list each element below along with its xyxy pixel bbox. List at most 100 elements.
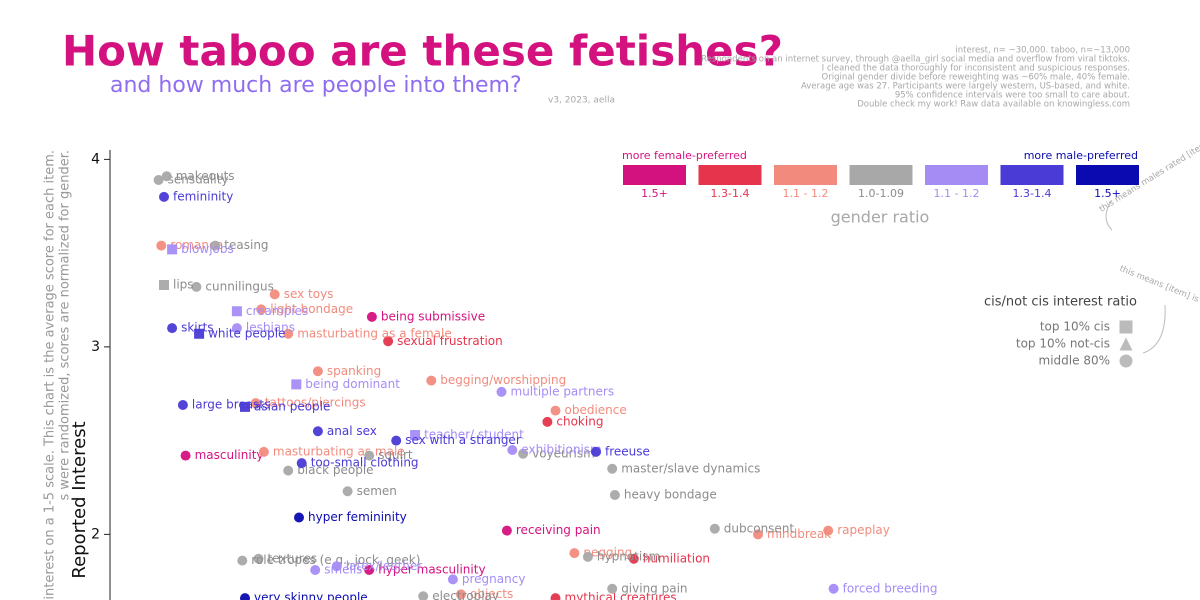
point [569, 548, 580, 559]
point-label: sex toys [284, 287, 334, 301]
point-label: sensuality [168, 173, 229, 187]
point-label: pegging [583, 546, 632, 560]
point [456, 589, 466, 600]
note: interest, n= ~30,000. taboo, n=~13,000 [955, 46, 1130, 56]
point-label: makeouts [176, 169, 235, 183]
point-label: too-small clothing [311, 456, 419, 470]
point-label: latex/leather [346, 559, 422, 573]
note: Double check my work! Raw data available… [857, 100, 1130, 110]
y-axis-label: Reported Interest [69, 421, 90, 578]
point [383, 336, 394, 347]
shape-legend-label: top 10% cis [1040, 320, 1110, 334]
y-note: s were randomized, scores are normalized… [58, 150, 73, 501]
point-label: semen [357, 484, 397, 498]
point [312, 426, 323, 437]
point [253, 553, 264, 564]
point [366, 311, 377, 322]
point [294, 512, 304, 523]
point [177, 400, 188, 410]
legend-title: gender ratio [831, 208, 930, 227]
point-label: hypnotism [597, 549, 660, 563]
point-label: blowjobs [181, 242, 234, 256]
legend-swatch [1076, 165, 1139, 185]
point [609, 490, 620, 500]
point [364, 565, 375, 575]
annotation-arrow [1105, 199, 1113, 231]
legend-label: 1.3-1.4 [711, 187, 750, 200]
point [283, 328, 294, 339]
shape-legend-label: top 10% not-cis [1016, 337, 1110, 351]
point [210, 240, 221, 251]
point-label: hyper masculinity [378, 563, 485, 577]
point-label: giving pain [621, 581, 687, 595]
point [410, 430, 421, 440]
note: Respondents on an internet survey, throu… [701, 55, 1130, 65]
point-label: multiple partners [511, 384, 615, 398]
legend-label: 1.0-1.09 [858, 187, 904, 200]
point-label: hyper femininity [308, 510, 407, 524]
point [156, 240, 167, 251]
point [161, 171, 172, 182]
marker-triangle [1119, 337, 1133, 351]
point-label: asian people [254, 399, 330, 413]
point-label: masturbating as a female [297, 326, 452, 340]
legend-swatch [774, 165, 837, 185]
legend-label: 1.1 - 1.2 [783, 187, 829, 200]
legend-label: 1.5+ [641, 187, 668, 200]
point-label: voyeurism [532, 446, 595, 460]
point [240, 593, 250, 600]
point-label: being dominant [305, 377, 400, 391]
point-label: teasing [224, 238, 268, 252]
point [518, 448, 529, 459]
point-label: pregnancy [462, 572, 526, 586]
legend-swatch [1000, 165, 1064, 185]
legend-swatch [925, 165, 988, 185]
legend-swatch [623, 165, 686, 185]
point-label: obedience [565, 403, 627, 417]
point-label: creampies [246, 304, 308, 318]
point-label: heavy bondage [624, 488, 717, 502]
point [167, 323, 178, 334]
point-label: anal sex [327, 424, 377, 438]
point [828, 583, 839, 594]
point [159, 280, 169, 290]
chart-title: How taboo are these fetishes? [62, 27, 783, 76]
point [542, 416, 553, 427]
y-tick-label: 4 [91, 151, 100, 167]
point-label: receiving pain [516, 523, 601, 537]
y-tick-label: 2 [91, 526, 100, 542]
point [231, 323, 242, 334]
y-tick-label: 3 [91, 339, 100, 355]
point [418, 591, 429, 600]
note: Average age was 27. Participants were la… [801, 82, 1130, 92]
point-label: romance [170, 238, 223, 252]
point [507, 445, 518, 455]
point [180, 450, 191, 461]
legend-label: 1.1 - 1.2 [934, 187, 980, 200]
note: I cleaned the data thoroughly for incons… [822, 64, 1130, 74]
point-label: very skinny people [254, 591, 368, 600]
point-label: objects [470, 587, 513, 600]
point-label: large breasts [192, 398, 270, 412]
point-label: spanking [327, 364, 381, 378]
legend-label: 1.3-1.4 [1013, 187, 1052, 200]
y-note: en interest on a 1-5 scale. This chart i… [43, 150, 58, 600]
point-label: smells [324, 563, 362, 577]
point-label: dubconsent [724, 521, 795, 535]
point-label: light bondage [270, 302, 353, 316]
point-label: sexual frustration [397, 334, 503, 348]
shape-legend-title: cis/not cis interest ratio [984, 295, 1137, 310]
point [256, 304, 267, 315]
point-label: textures [268, 551, 318, 565]
point-label: femininity [173, 189, 233, 203]
point-label: mindbreak [767, 527, 831, 541]
point [591, 446, 601, 457]
legend-male-label: more male-preferred [1024, 149, 1138, 162]
point [496, 386, 507, 397]
point [250, 398, 261, 409]
point-label: black people [297, 463, 373, 477]
point [501, 525, 512, 536]
point [296, 458, 307, 469]
